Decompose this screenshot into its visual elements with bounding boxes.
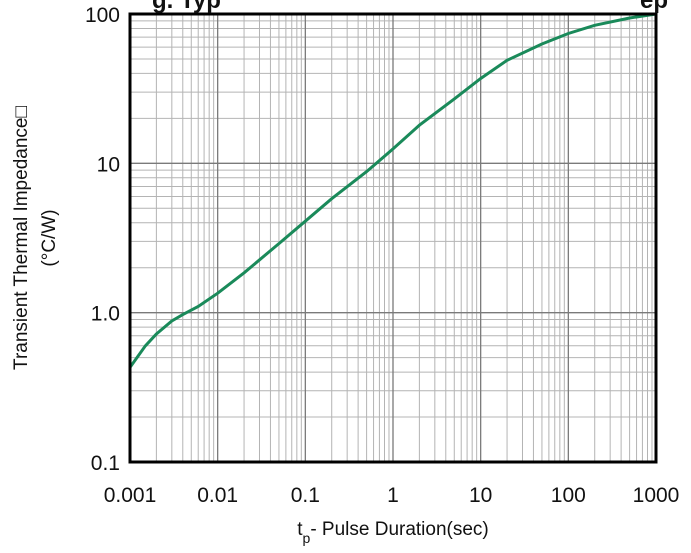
x-axis-title: tp- Pulse Duration(sec): [297, 519, 489, 546]
series-line: [128, 12, 657, 369]
x-tick-label: 0.1: [291, 484, 320, 507]
x-axis-title-text: - Pulse Duration(sec): [310, 519, 488, 540]
title-fragment-right: ep: [640, 0, 668, 14]
x-axis-title-subscript: p: [303, 530, 311, 546]
y-tick-label: 1.0: [91, 303, 120, 326]
y-tick-labels: 0.1 1.0 10 100: [85, 4, 120, 475]
x-tick-label: 1: [387, 484, 399, 507]
x-tick-label: 0.01: [197, 484, 238, 507]
y-axis-title-line2: (°C/W): [39, 209, 60, 266]
x-tick-label: 0.001: [104, 484, 157, 507]
x-tick-labels: 0.001 0.01 0.1 1 10 100 1000: [104, 484, 680, 507]
x-tick-label: 1000: [633, 484, 680, 507]
y-tick-label: 100: [85, 4, 120, 27]
title-fragment-left: g. Typ: [152, 0, 221, 14]
x-axis-title-symbol: t: [297, 519, 303, 540]
x-tick-label: 10: [469, 484, 492, 507]
plot-frame: [128, 12, 658, 464]
y-axis-title-line1: Transient Thermal Impedance□: [11, 106, 32, 370]
x-tick-label: 100: [551, 484, 586, 507]
y-tick-label: 0.1: [91, 452, 120, 475]
y-tick-label: 10: [97, 153, 120, 176]
